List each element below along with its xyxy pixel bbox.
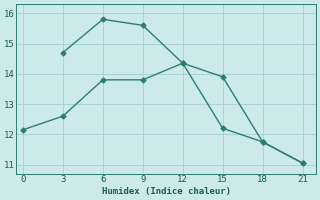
X-axis label: Humidex (Indice chaleur): Humidex (Indice chaleur) bbox=[101, 187, 231, 196]
